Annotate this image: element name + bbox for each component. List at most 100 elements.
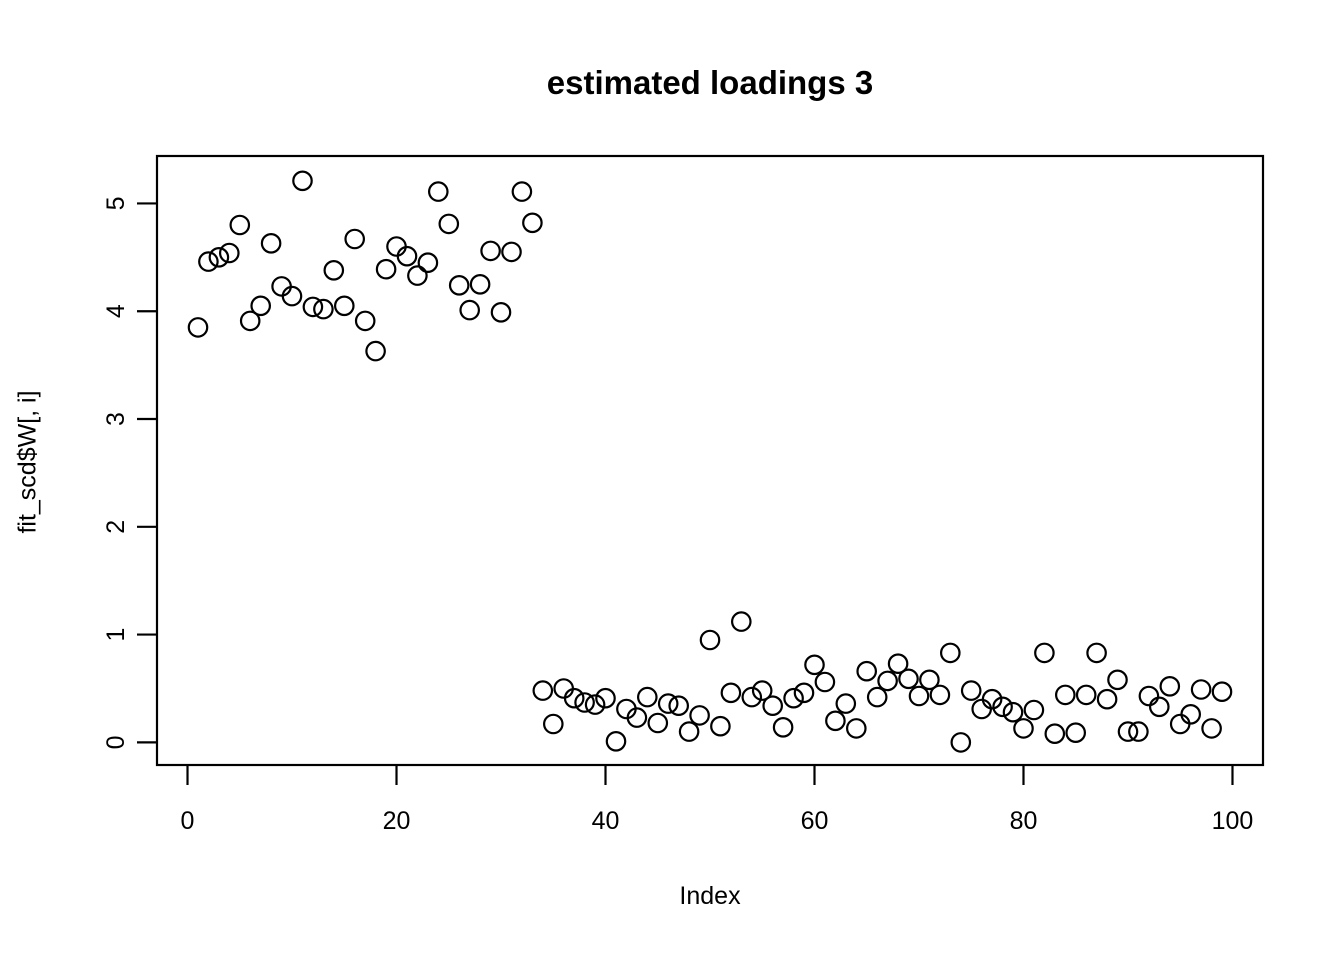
data-point: [427, 181, 449, 202]
y-tick-label: 2: [102, 520, 130, 534]
data-point: [877, 670, 898, 692]
data-point: [689, 705, 710, 726]
data-point: [1159, 675, 1181, 697]
x-tick-label: 80: [1010, 807, 1038, 835]
y-axis-title: fit_scd$W[, i]: [13, 390, 42, 534]
data-point: [344, 228, 365, 250]
data-point: [668, 695, 689, 716]
x-tick-label: 20: [383, 807, 411, 835]
data-point: [919, 669, 940, 691]
data-point: [626, 707, 648, 728]
y-tick-label: 0: [102, 735, 130, 749]
data-point: [260, 233, 282, 254]
data-point: [1201, 718, 1222, 739]
data-point: [459, 299, 480, 321]
data-point: [866, 686, 888, 708]
y-tick-label: 4: [102, 304, 130, 318]
data-point: [480, 240, 501, 262]
data-point: [563, 687, 585, 709]
data-point: [710, 715, 731, 737]
data-point: [354, 310, 376, 332]
data-point: [730, 611, 752, 632]
data-point: [386, 236, 407, 257]
data-point: [720, 682, 742, 704]
data-point: [887, 653, 909, 674]
data-point: [469, 273, 491, 295]
data-point: [574, 692, 595, 713]
data-point: [772, 716, 794, 738]
data-point: [271, 276, 292, 297]
data-point: [1180, 703, 1201, 725]
x-tick-label: 40: [592, 807, 620, 835]
data-point: [1190, 679, 1212, 700]
data-point: [584, 694, 606, 715]
plot-box: [155, 154, 1265, 767]
data-point: [250, 295, 272, 317]
data-point: [333, 295, 355, 317]
data-point: [292, 170, 313, 192]
data-point: [751, 680, 773, 701]
data-point: [1149, 696, 1170, 718]
data-point: [636, 686, 658, 708]
data-point: [793, 682, 815, 704]
data-point: [762, 695, 783, 716]
data-point: [856, 660, 877, 682]
data-point: [448, 274, 470, 296]
data-point: [365, 340, 386, 362]
data-point: [1044, 723, 1066, 744]
data-point: [208, 246, 230, 268]
data-point: [511, 181, 533, 202]
data-point: [1096, 688, 1118, 710]
data-point: [1211, 681, 1233, 702]
data-point: [939, 642, 961, 664]
data-point: [783, 687, 804, 709]
data-point: [699, 629, 721, 651]
data-point: [438, 213, 460, 235]
data-point: [501, 241, 522, 263]
data-point: [605, 730, 627, 752]
data-point: [1138, 685, 1160, 707]
data-point: [1117, 721, 1139, 742]
data-point: [845, 718, 867, 739]
data-point: [825, 710, 846, 732]
data-point: [417, 252, 439, 274]
x-tick-label: 0: [181, 807, 195, 835]
data-point: [1169, 713, 1191, 735]
data-point: [741, 686, 763, 708]
data-point: [490, 301, 512, 323]
data-point: [313, 298, 334, 320]
data-point: [542, 713, 564, 735]
data-point: [522, 212, 543, 234]
data-point: [908, 685, 930, 707]
data-point: [929, 684, 951, 706]
data-point: [898, 668, 919, 690]
data-point: [981, 688, 1003, 710]
data-point: [992, 696, 1013, 718]
y-tick-label: 5: [102, 196, 130, 210]
data-point: [1086, 642, 1107, 664]
data-point: [532, 680, 554, 701]
data-point: [595, 687, 616, 709]
data-point: [553, 678, 574, 699]
data-point: [396, 245, 418, 267]
data-point: [1013, 718, 1034, 739]
data-point: [971, 698, 992, 720]
data-point: [1107, 669, 1128, 691]
data-point: [647, 712, 669, 734]
data-point: [835, 693, 857, 714]
data-point: [960, 680, 982, 701]
data-point: [187, 317, 209, 338]
data-point: [302, 296, 324, 318]
data-point: [1128, 721, 1149, 742]
data-point: [219, 242, 240, 264]
data-point: [239, 310, 261, 332]
data-point: [407, 265, 428, 286]
data-point: [1023, 699, 1045, 721]
data-point: [1002, 701, 1024, 723]
data-point: [1075, 684, 1097, 706]
data-point: [657, 693, 679, 714]
data-point: [814, 671, 836, 693]
data-point: [198, 251, 219, 272]
chart-title: estimated loadings 3: [546, 64, 874, 101]
